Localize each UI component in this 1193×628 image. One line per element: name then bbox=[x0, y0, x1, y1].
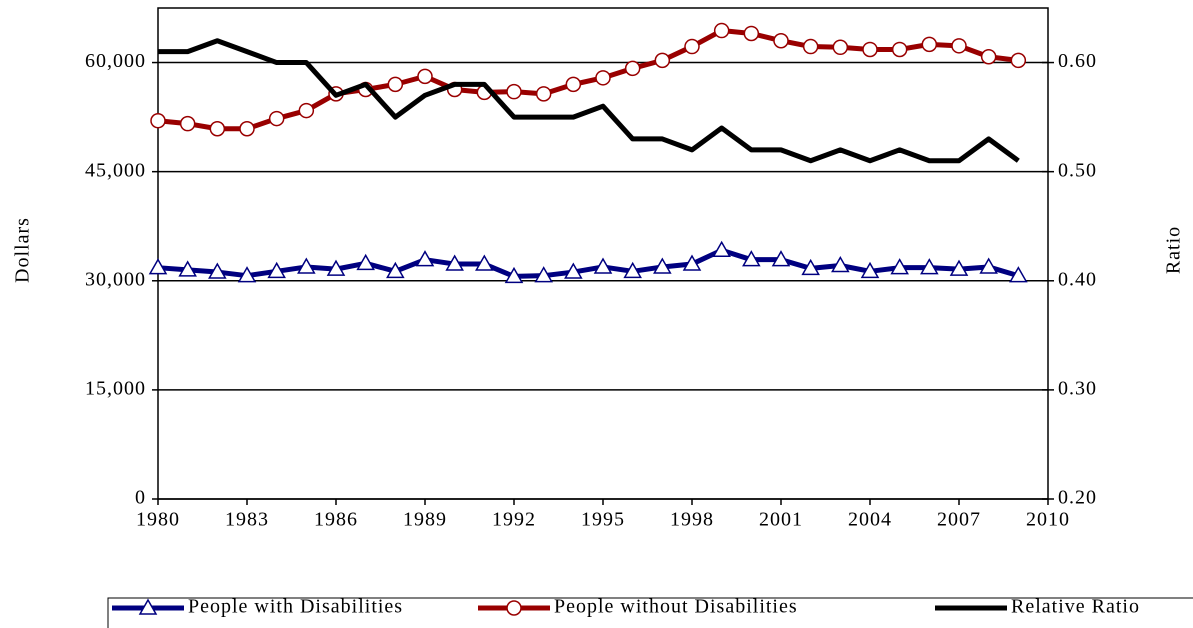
point bbox=[949, 259, 969, 276]
y-axis-label: Dollars bbox=[12, 217, 34, 283]
point bbox=[356, 253, 375, 271]
point bbox=[653, 257, 672, 274]
point bbox=[534, 266, 553, 283]
point bbox=[268, 110, 285, 127]
point bbox=[209, 120, 226, 137]
x-tick-label: 1983 bbox=[225, 509, 269, 531]
point bbox=[387, 76, 404, 93]
point bbox=[920, 258, 939, 275]
point bbox=[535, 86, 552, 102]
point bbox=[150, 112, 166, 129]
point bbox=[415, 250, 435, 267]
point bbox=[743, 25, 760, 42]
point bbox=[239, 120, 255, 137]
point bbox=[148, 258, 168, 275]
point bbox=[832, 39, 849, 56]
x-tick-label: 2004 bbox=[848, 509, 892, 531]
point bbox=[624, 60, 641, 77]
point bbox=[267, 261, 286, 279]
point bbox=[771, 250, 791, 267]
point bbox=[208, 262, 227, 279]
point bbox=[802, 38, 819, 55]
x-tick-label: 1995 bbox=[581, 509, 625, 531]
point bbox=[565, 76, 582, 93]
x-tick-label: 1992 bbox=[492, 509, 536, 531]
y2-tick-label: 0.60 bbox=[1058, 50, 1097, 72]
point bbox=[237, 266, 257, 283]
point bbox=[773, 32, 789, 49]
y2-axis-label: Ratio bbox=[1163, 226, 1185, 274]
y-tick-label: 45,000 bbox=[85, 159, 146, 181]
point bbox=[1009, 266, 1028, 283]
y2-tick-label: 0.20 bbox=[1058, 487, 1097, 509]
point bbox=[860, 261, 880, 279]
series-line bbox=[158, 38, 1020, 164]
point bbox=[979, 257, 998, 274]
point bbox=[862, 41, 878, 58]
point bbox=[890, 258, 909, 275]
point bbox=[564, 262, 583, 279]
point bbox=[891, 41, 908, 58]
x-tick-label: 1998 bbox=[670, 509, 714, 531]
point bbox=[475, 254, 494, 271]
y-tick-label: 15,000 bbox=[85, 377, 146, 399]
point bbox=[831, 255, 850, 273]
y-tick-label: 30,000 bbox=[85, 268, 146, 290]
series-line bbox=[157, 247, 1020, 279]
point bbox=[742, 250, 761, 267]
point bbox=[595, 70, 611, 86]
x-tick-label: 1986 bbox=[314, 509, 358, 531]
legend-box bbox=[107, 597, 1193, 628]
point bbox=[951, 38, 967, 54]
x-tick-label: 2001 bbox=[759, 509, 803, 531]
point bbox=[298, 102, 315, 119]
x-tick-label: 1980 bbox=[136, 509, 180, 531]
point bbox=[712, 240, 731, 257]
legend-label: People without Disabilities bbox=[554, 596, 798, 618]
point bbox=[713, 22, 730, 39]
point bbox=[1010, 52, 1027, 69]
x-tick-label: 2007 bbox=[937, 509, 981, 531]
plot-frame bbox=[157, 7, 1049, 500]
point bbox=[623, 261, 642, 279]
point bbox=[654, 52, 671, 69]
legend-marker bbox=[506, 600, 522, 616]
y2-tick-label: 0.40 bbox=[1058, 268, 1097, 290]
legend-label: People with Disabilities bbox=[188, 596, 403, 618]
point bbox=[445, 254, 464, 271]
y2-tick-label: 0.30 bbox=[1058, 377, 1097, 399]
legend-marker bbox=[138, 598, 158, 615]
point bbox=[386, 261, 405, 279]
y-tick-label: 60,000 bbox=[85, 50, 146, 72]
legend-label: Relative Ratio bbox=[1011, 596, 1140, 618]
point bbox=[921, 36, 938, 53]
point bbox=[682, 254, 702, 271]
point bbox=[684, 38, 700, 55]
point bbox=[297, 257, 316, 274]
point bbox=[980, 48, 997, 65]
point bbox=[506, 83, 522, 100]
point bbox=[593, 257, 613, 274]
y2-tick-label: 0.50 bbox=[1058, 159, 1097, 181]
point bbox=[178, 260, 197, 277]
y-tick-label: 0 bbox=[135, 487, 146, 509]
point bbox=[504, 266, 524, 284]
point bbox=[801, 258, 820, 276]
point bbox=[417, 68, 433, 85]
x-tick-label: 1989 bbox=[403, 509, 447, 531]
point bbox=[326, 259, 346, 276]
point bbox=[179, 115, 196, 132]
x-tick-label: 2010 bbox=[1026, 509, 1070, 531]
